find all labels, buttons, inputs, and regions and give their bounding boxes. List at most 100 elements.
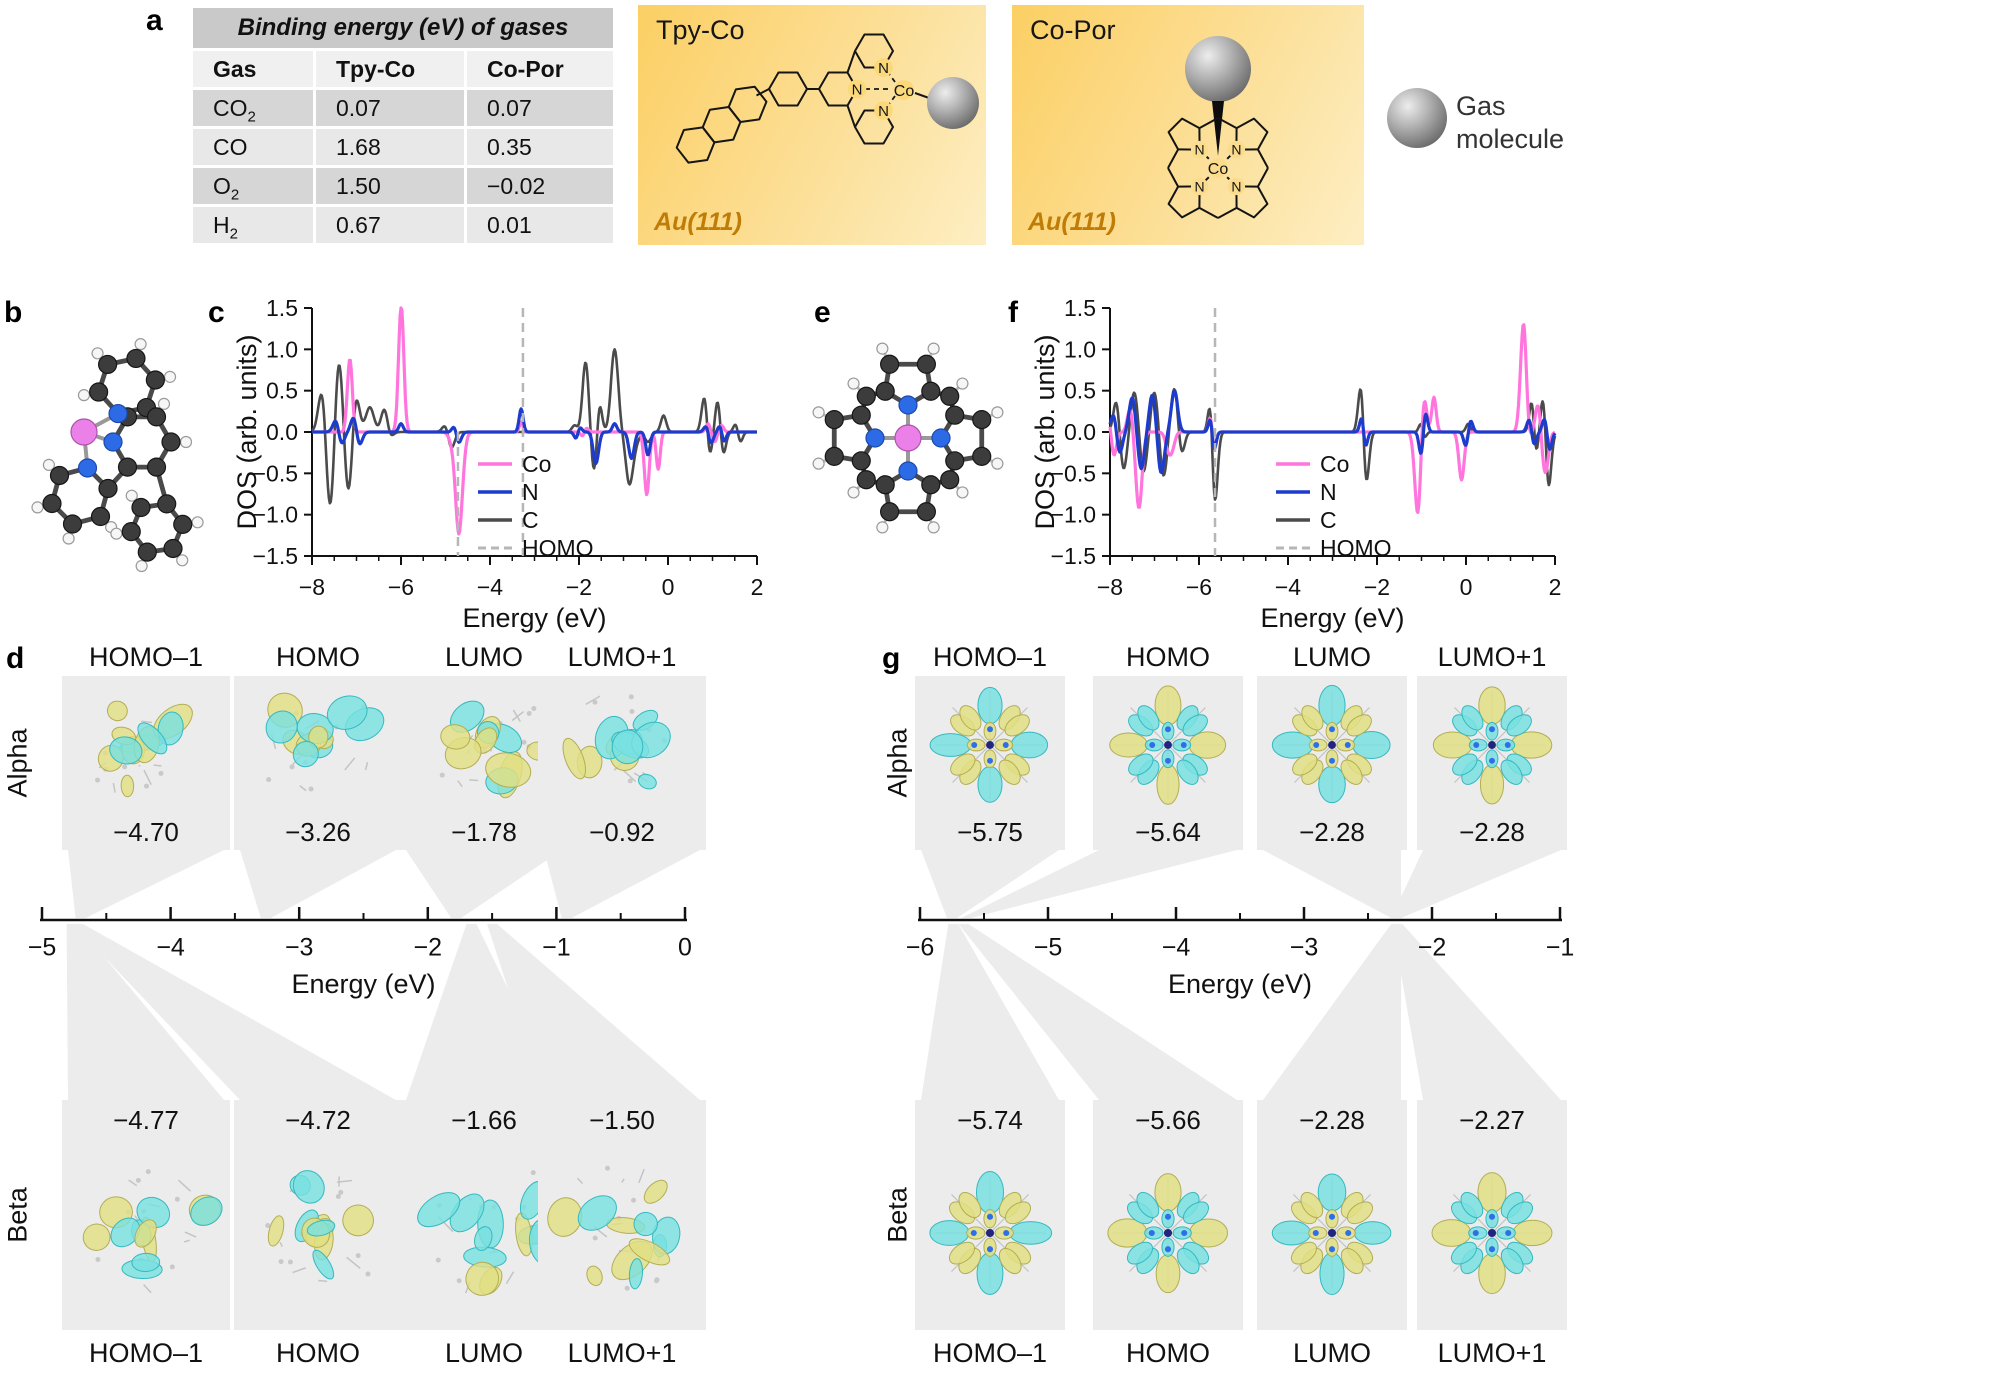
x-tick-label: −8	[1097, 574, 1123, 600]
h-atom	[163, 370, 177, 383]
h-atom	[812, 406, 825, 419]
h-atom	[179, 435, 193, 449]
c-atom	[875, 381, 895, 401]
c-atom	[97, 354, 118, 375]
row-label-beta: Beta	[2, 1187, 33, 1243]
y-tick-label: −1.5	[1051, 543, 1096, 569]
binding-energy-table: Binding energy (eV) of gases Gas Tpy-Co …	[193, 8, 613, 246]
svg-text:Co: Co	[1208, 161, 1229, 178]
co-por-title: Co-Por	[1030, 15, 1116, 45]
x-tick-label: 0	[662, 574, 675, 600]
h-atom	[991, 406, 1004, 419]
axis-tick-label: −1	[542, 934, 571, 962]
axis-tick-label: −5	[28, 934, 57, 962]
c-atom	[940, 386, 960, 406]
mo-diagram-background: −6 −5 −4 −3 −2 −1 Energy (eV)	[906, 850, 1574, 1100]
dos-curve-N	[311, 407, 758, 465]
orbital-label: LUMO+1	[567, 1338, 677, 1368]
orbital-card: −5.66	[1093, 1100, 1243, 1330]
x-axis-title: Energy (eV)	[1260, 603, 1404, 633]
axis-tick-label: −5	[1034, 934, 1063, 962]
x-tick-label: −6	[1186, 574, 1212, 600]
h-atom	[77, 389, 91, 402]
h-atom	[62, 532, 75, 545]
h-atom	[991, 457, 1004, 470]
legend-label-Co: Co	[522, 451, 551, 477]
mo-callout-wedge	[73, 924, 396, 1100]
orbital-label: HOMO	[1126, 1338, 1210, 1368]
n-atom	[108, 403, 128, 424]
y-axis-title: DOS (arb. units)	[1030, 334, 1060, 529]
co-atom	[894, 424, 922, 452]
c-atom	[131, 497, 151, 518]
svg-text:N: N	[878, 103, 889, 120]
orbital-card: −5.74	[915, 1100, 1065, 1330]
orbital-title: HOMO	[276, 642, 360, 672]
table-body: CO2 0.07 0.07 CO 1.68 0.35 O2 1.50 −0.02 H2 0.67 0.…	[193, 90, 613, 243]
orbital-energy: −2.28	[1459, 817, 1525, 847]
orbital-card: −1.50	[538, 1100, 706, 1330]
h-atom	[91, 347, 104, 360]
orbital-label: HOMO–1	[932, 1338, 1048, 1368]
callout-wedges	[921, 850, 1561, 1100]
mo-callout-wedge	[68, 850, 224, 918]
dos-chart-co-por: −1.5 −1.0 −0.5 0.0 0.5 1.0 1.5 −8 −6 −4 −2 0 2 Energy…	[1030, 296, 1561, 633]
panel-label-g: g	[882, 642, 901, 675]
mo-callout-wedge	[1263, 924, 1402, 1100]
orbital-card: −2.28	[1417, 676, 1567, 850]
dos-axes: −1.5 −1.0 −0.5 0.0 0.5 1.0 1.5 −8 −6 −4 −2 0 2 Energy…	[1030, 296, 1561, 633]
gas-legend-line2: molecule	[1456, 124, 1565, 154]
binding-energy-tpy-co: 1.50	[316, 168, 464, 204]
y-tick-label: 1.5	[266, 296, 298, 321]
orbital-card: −4.77	[62, 1100, 230, 1330]
c-atom	[126, 348, 146, 369]
c-atom	[875, 475, 895, 495]
orbital-energy: −5.74	[957, 1105, 1023, 1135]
n-atom	[898, 461, 918, 481]
orbital-isosurface	[1109, 685, 1227, 805]
x-tick-label: −2	[1364, 574, 1390, 600]
y-tick-label: −1.0	[253, 502, 298, 528]
c-atom	[161, 432, 181, 452]
legend-label-N: N	[522, 479, 539, 505]
table-title: Binding energy (eV) of gases	[193, 8, 613, 48]
orbital-energy: −0.92	[589, 817, 655, 847]
co-por-structure-panel: Co-Por N N N N Co Au(111)	[1012, 5, 1364, 245]
mo-diagram-background: −5 −4 −3 −2 −1 0 Energy (eV)	[28, 850, 700, 1100]
binding-energy-tpy-co: 0.07	[316, 90, 464, 126]
gas-name: H2	[193, 207, 313, 243]
x-tick-label: −4	[477, 574, 503, 600]
c-atom	[856, 386, 876, 406]
x-tick-label: −2	[566, 574, 592, 600]
y-tick-label: −1.0	[1051, 502, 1096, 528]
c-atom	[880, 354, 900, 374]
x-axis-title: Energy (eV)	[462, 603, 606, 633]
gas-name: CO2	[193, 90, 313, 126]
c-atom	[90, 506, 111, 527]
axis-tick-label: −3	[285, 934, 314, 962]
axis-tick-label: 0	[678, 934, 692, 962]
x-tick-label: 2	[751, 574, 764, 600]
n-atom	[77, 458, 98, 478]
mo-energy-axis: −6 −5 −4 −3 −2 −1 Energy (eV)	[906, 907, 1574, 999]
orbital-energy: −4.77	[113, 1105, 179, 1135]
orbital-isosurface	[1432, 686, 1553, 805]
c-atom	[146, 407, 167, 427]
mo-callout-wedge	[66, 924, 224, 1100]
row-label-alpha: Alpha	[882, 728, 913, 798]
mo-callout-wedge	[544, 850, 700, 918]
orbital-energy: −4.70	[113, 817, 179, 847]
h-atom	[157, 397, 171, 410]
orbital-title: LUMO+1	[567, 642, 677, 672]
legend-label-HOMO: HOMO	[1320, 535, 1392, 561]
orbital-energy: −1.78	[451, 817, 517, 847]
gas-molecule-sphere	[927, 77, 979, 129]
y-tick-label: −1.5	[253, 543, 298, 569]
h-atom	[42, 458, 55, 471]
c-atom	[972, 410, 992, 430]
panel-label-a: a	[146, 4, 163, 37]
c-atom	[42, 493, 62, 514]
binding-energy-tpy-co: 0.67	[316, 207, 464, 243]
c-atom	[945, 451, 965, 471]
